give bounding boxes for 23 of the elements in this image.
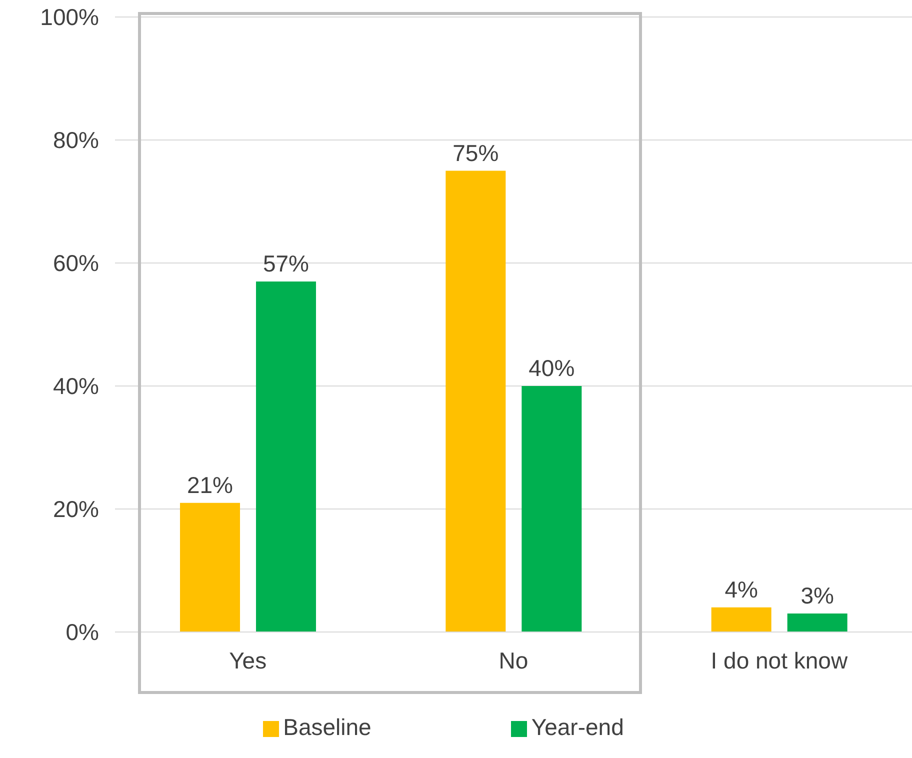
bar [180,502,240,632]
data-label: 4% [724,576,758,602]
bar [446,170,506,632]
legend-label: Baseline [283,714,372,740]
y-tick-label: 0% [66,619,99,646]
y-tick-label: 40% [52,373,99,400]
data-label: 21% [186,472,234,498]
data-label: 3% [800,582,834,609]
legend-label: Year-end [531,714,624,740]
data-label: 40% [528,355,575,381]
data-label: 57% [262,250,310,276]
bar [787,614,848,632]
data-label: 75% [452,140,499,166]
bar [711,607,772,632]
y-tick-label: 80% [52,127,99,154]
y-tick-label: 20% [52,496,99,522]
bar [256,281,316,632]
x-tick-label: No [498,647,528,674]
y-tick-label: 100% [40,4,99,30]
x-tick-label: I do not know [710,647,848,674]
bar [522,386,582,632]
y-tick-label: 60% [52,250,99,276]
x-tick-label: Yes [229,647,267,674]
